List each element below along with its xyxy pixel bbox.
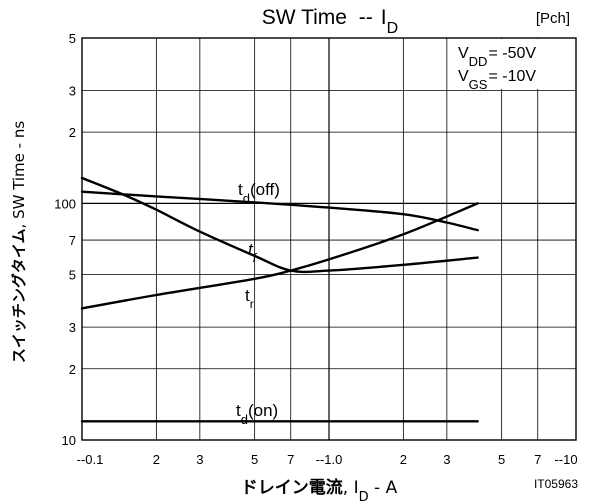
conditions-background	[454, 39, 571, 89]
y-tick-label-0: 10	[62, 433, 76, 448]
label-tr: tr	[245, 286, 254, 311]
x-tick-label-3: 5	[251, 452, 258, 467]
x-tick-label-4: 7	[287, 452, 294, 467]
conditions-box: VDD= -50V VGS= -10V	[454, 39, 571, 92]
figure-code: IT05963	[534, 477, 578, 491]
x-tick-label-9: 7	[534, 452, 541, 467]
y-tick-label-6: 2	[69, 125, 76, 140]
x-tick-label-5: --1.0	[316, 452, 343, 467]
y-tick-label-3: 5	[69, 268, 76, 283]
x-tick-labels: --0.1 2 3 5 7 --1.0 2 3 5 7 --10	[77, 452, 578, 467]
y-tick-label-2: 3	[69, 320, 76, 335]
series-layer	[80, 176, 479, 423]
series-line-tr	[80, 202, 479, 310]
channel-tag: [Pch]	[536, 10, 570, 27]
y-tick-label-8: 5	[69, 31, 76, 46]
x-tick-label-10: --10	[554, 452, 577, 467]
y-axis-label: スイッチングタイム, SW Time - ns	[10, 121, 28, 364]
plot-frame	[81, 37, 577, 441]
grid-layer	[81, 37, 577, 441]
series-line-td-off	[80, 190, 479, 232]
chart-title: SW Time -- ID	[262, 6, 398, 37]
y-tick-labels: 10 2 3 5 7 100 2 3 5	[54, 31, 76, 448]
y-tick-label-1: 2	[69, 362, 76, 377]
y-tick-label-4: 7	[69, 233, 76, 248]
x-tick-label-1: 2	[153, 452, 160, 467]
label-td-on: td(on)	[236, 401, 278, 427]
y-tick-label-7: 3	[69, 83, 76, 98]
x-tick-label-0: --0.1	[77, 452, 104, 467]
series-line-tf	[80, 176, 479, 274]
x-tick-label-7: 3	[443, 452, 450, 467]
x-tick-label-8: 5	[498, 452, 505, 467]
x-axis-label: ドレイン電流, ID - A	[241, 477, 398, 501]
x-tick-label-2: 3	[196, 452, 203, 467]
label-tf: tf	[248, 240, 258, 265]
x-tick-label-6: 2	[400, 452, 407, 467]
y-tick-label-5: 100	[54, 196, 76, 211]
